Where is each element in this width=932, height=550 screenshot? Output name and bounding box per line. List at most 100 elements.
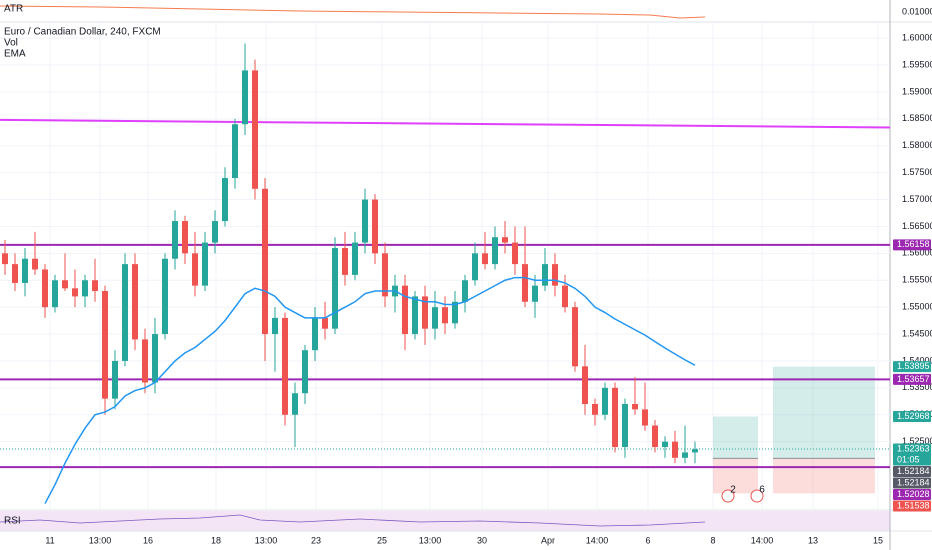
candle-body [272, 317, 278, 335]
y-tick-label: 1.54000 [902, 355, 932, 365]
rsi-pane [0, 511, 890, 531]
event-icon [750, 489, 764, 503]
candle-body [662, 441, 668, 448]
candle-body [142, 339, 148, 383]
x-tick-label: 13 [808, 535, 818, 545]
candle-body [482, 253, 488, 265]
candle-body [302, 350, 308, 394]
x-tick-label: 8 [710, 535, 715, 545]
candle-body [2, 253, 8, 265]
candle-body [632, 404, 638, 410]
candle-body [212, 221, 218, 243]
x-tick-label: 30 [477, 535, 487, 545]
candle-body [432, 307, 438, 329]
price-tag-label: 1.52028 [897, 489, 930, 499]
candle-body [322, 317, 328, 329]
candle-body [562, 285, 568, 308]
price-tag-label: 1.52363 [897, 443, 930, 453]
symbol-title: Euro / Canadian Dollar, 240, FXCM [4, 27, 161, 38]
candle-body [192, 253, 198, 286]
x-tick-label: 13:00 [419, 535, 442, 545]
indicator-label: EMA [4, 49, 26, 60]
profit-zone [713, 416, 758, 459]
candle-body [42, 269, 48, 308]
y-tick-label: 1.59000 [902, 86, 932, 96]
candle-body [462, 280, 468, 302]
atr-label: ATR [4, 4, 23, 15]
candle-body [412, 296, 418, 335]
indicator-label: Vol [4, 38, 18, 49]
candle-body [72, 288, 78, 297]
rsi-line [0, 514, 706, 527]
price-tag [893, 500, 931, 512]
countdown: 01:05 [897, 454, 920, 464]
candle-body [512, 242, 518, 265]
candle-body [242, 70, 248, 125]
candle-body [362, 199, 368, 243]
candle-body [262, 188, 268, 335]
candle-body [82, 280, 88, 297]
candle-body [92, 280, 98, 292]
y-tick-label: 1.58000 [902, 140, 932, 150]
candle-body [642, 409, 648, 426]
y-tick-label: 1.54500 [902, 328, 932, 338]
candle-body [172, 221, 178, 259]
candle-body [22, 258, 28, 283]
x-tick-label: 6 [645, 535, 650, 545]
candle-body [282, 317, 288, 415]
y-tick-label: 1.58500 [902, 113, 932, 123]
candle-body [492, 237, 498, 265]
candle-body [622, 404, 628, 448]
price-tag-label: 1.56158 [897, 239, 930, 249]
x-tick-label: Apr [541, 535, 555, 545]
candle-body [522, 264, 528, 302]
y-tick-label: 1.59500 [902, 59, 932, 69]
x-tick-label: 25 [377, 535, 387, 545]
candle-body [12, 264, 18, 283]
event-count: 6 [759, 485, 765, 496]
y-tick-label: 1.57500 [902, 167, 932, 177]
price-tag-label: 1.52184 [897, 466, 930, 476]
y-tick-label: 1.55000 [902, 302, 932, 312]
price-tag [893, 239, 931, 251]
candle-body [132, 264, 138, 340]
candle-body [682, 452, 688, 458]
x-tick-label: 15 [873, 535, 883, 545]
x-tick-label: 14:00 [586, 535, 609, 545]
candle-body [372, 199, 378, 254]
loss-zone [773, 458, 875, 494]
x-tick-label: 18 [211, 535, 221, 545]
candle-body [502, 237, 508, 243]
loss-zone [713, 458, 758, 494]
y-tick-label: 1.56500 [902, 221, 932, 231]
candle-body [442, 307, 448, 324]
candle-body [532, 285, 538, 302]
candle-body [102, 291, 108, 399]
event-icon [721, 489, 735, 503]
candle-body [612, 387, 618, 448]
price-tag [893, 373, 931, 385]
candle-body [232, 124, 238, 179]
price-tag-label: 1.52968 [897, 411, 930, 421]
candle-body [222, 178, 228, 222]
candle-body [582, 366, 588, 405]
price-tag [893, 361, 931, 373]
candle-body [32, 258, 38, 270]
candle-body [592, 404, 598, 415]
candle-body [62, 280, 68, 289]
x-tick-label: 16 [143, 535, 153, 545]
price-tag [893, 489, 931, 501]
trend-line [0, 118, 891, 129]
candle-body [652, 425, 658, 448]
price-tag-label: 1.52184 [897, 477, 930, 487]
candle-body [182, 221, 188, 254]
y-tick-label: 1.53500 [902, 382, 932, 392]
price-tag [893, 466, 931, 478]
candle-body [692, 449, 698, 453]
candle-body [402, 285, 408, 335]
price-tag-label: 1.53895 [897, 361, 930, 371]
y-tick-label: 1.60000 [902, 33, 932, 43]
price-tag-label: 1.51538 [897, 500, 930, 510]
